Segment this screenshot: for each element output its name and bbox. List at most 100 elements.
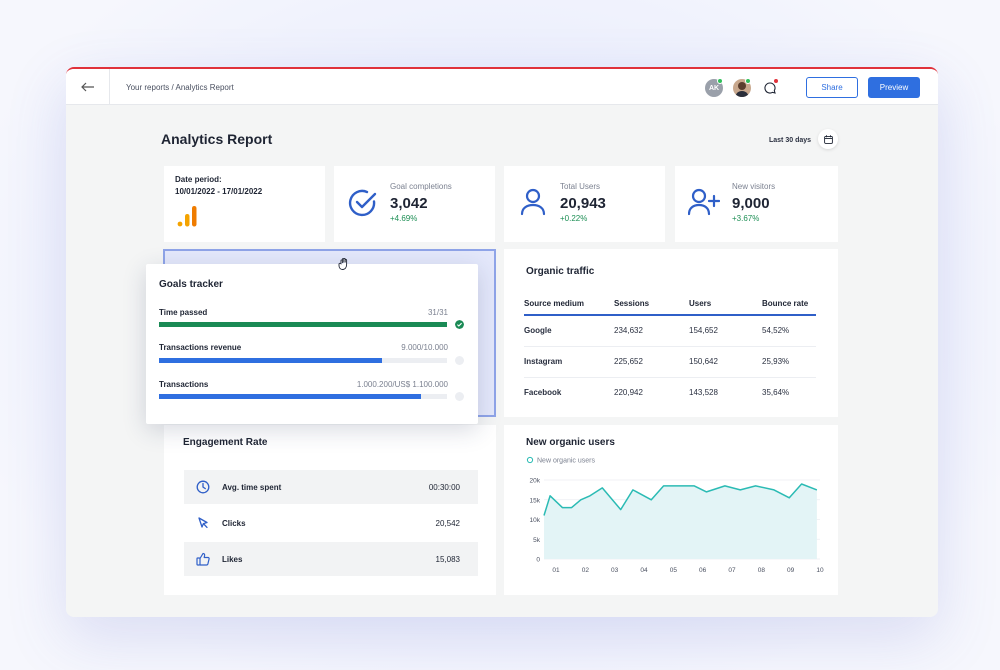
chat-icon[interactable] (763, 81, 777, 95)
x-tick-label: 03 (611, 567, 619, 574)
section-title: Goals tracker (159, 279, 223, 290)
app-window: Your reports / Analytics Report AK Share… (66, 67, 938, 617)
y-tick-label: 15k (530, 497, 541, 504)
check-circle-icon (455, 320, 464, 329)
column-header: Users (689, 293, 762, 316)
table-cell: 35,64% (762, 388, 790, 398)
table-cell: 225,652 (614, 346, 689, 378)
table-cell: 150,642 (689, 346, 762, 378)
x-tick-label: 08 (758, 567, 766, 574)
table-cell: 234,632 (614, 315, 689, 347)
clock-icon (196, 480, 210, 494)
engagement-value: 20,542 (435, 519, 460, 528)
x-tick-label: 01 (552, 567, 560, 574)
goal-value: 31/31 (427, 308, 448, 317)
engagement-value: 00:30:00 (428, 483, 460, 492)
kpi-label: Goal completions (390, 182, 452, 191)
grab-cursor-icon (338, 257, 348, 270)
kpi-card-goal-completions: Goal completions 3,042 +4.69% (334, 166, 495, 242)
column-header: Sessions (614, 293, 689, 316)
y-tick-label: 10k (530, 517, 541, 524)
back-button[interactable] (66, 69, 110, 105)
new-organic-users-chart: New organic users 0 5k 10k 15k 20k 01 02 03 04 05 0… (526, 456, 824, 574)
engagement-label: Clicks (222, 519, 246, 528)
calendar-icon (823, 134, 833, 144)
online-indicator (717, 78, 723, 84)
engagement-label: Avg. time spent (222, 483, 282, 492)
x-tick-label: 09 (787, 567, 795, 574)
kpi-value: 9,000 (732, 195, 770, 212)
kpi-label: New visitors (732, 182, 776, 191)
kpi-card-new-visitors: New visitors 9,000 +3.67% (675, 166, 838, 242)
avatar-initials: AK (708, 84, 720, 92)
x-tick-label: 02 (582, 567, 590, 574)
online-indicator (745, 78, 751, 84)
organic-traffic-table: Source medium Sessions Users Bounce rate… (524, 293, 816, 408)
table-cell: 25,93% (762, 346, 816, 378)
user-plus-icon (688, 188, 720, 216)
kpi-value: 20,943 (560, 195, 606, 212)
top-bar: Your reports / Analytics Report AK Share… (66, 69, 938, 105)
check-circle-icon (348, 189, 377, 217)
kpi-delta: +0.22% (560, 214, 588, 223)
goal-progress-bar (159, 394, 447, 399)
goal-value: 9.000/10.000 (401, 343, 448, 352)
date-period-label: Date period: (175, 175, 222, 184)
kpi-card-total-users: Total Users 20,943 +0.22% (504, 166, 665, 242)
notification-dot (773, 78, 779, 84)
engagement-row: Likes 15,083 (184, 542, 478, 576)
table-cell: 220,942 (614, 388, 643, 398)
goal-progress-fill (159, 322, 447, 327)
goal-progress-fill (159, 394, 422, 399)
x-tick-label: 07 (728, 567, 736, 574)
goals-tracker-card[interactable]: Goals tracker Time passed 31/31 Transact… (146, 264, 478, 424)
calendar-button[interactable] (818, 129, 838, 149)
goal-label: Transactions (159, 380, 209, 389)
goal-progress-fill (159, 358, 383, 363)
new-organic-users-card: New organic users New organic users 0 5k 10… (504, 425, 838, 595)
organic-traffic-card: Organic traffic Source medium Sessions U… (504, 249, 838, 417)
table-row: Google 234,632 154,652 54,52% (524, 315, 816, 347)
pending-status-icon (455, 392, 464, 401)
y-tick-label: 0 (536, 557, 540, 564)
section-title: New organic users (526, 437, 615, 448)
y-tick-label: 5k (533, 537, 541, 544)
goal-label: Transactions revenue (159, 343, 242, 352)
preview-button[interactable]: Preview (868, 77, 920, 98)
engagement-value: 15,083 (435, 555, 460, 564)
kpi-delta: +3.67% (732, 214, 760, 223)
share-button[interactable]: Share (806, 77, 858, 98)
kpi-value: 3,042 (390, 195, 428, 212)
section-title: Engagement Rate (183, 437, 268, 448)
date-range-label[interactable]: Last 30 days (769, 137, 812, 144)
x-tick-label: 06 (699, 567, 707, 574)
table-cell: 143,528 (689, 388, 718, 398)
table-cell: 54,52% (762, 315, 816, 347)
arrow-left-icon (80, 82, 94, 92)
goal-value: 1.000.200/US$ 1.100.000 (356, 380, 448, 389)
cursor-icon (198, 517, 208, 529)
bar-chart-icon (177, 206, 197, 227)
kpi-delta: +4.69% (390, 214, 418, 223)
page-title: Analytics Report (161, 131, 273, 147)
column-header: Source medium (524, 293, 614, 316)
engagement-row: Clicks 20,542 (184, 506, 478, 540)
table-cell: Instagram (524, 346, 614, 378)
breadcrumb[interactable]: Your reports / Analytics Report (126, 83, 234, 92)
table-cell: Google (524, 315, 614, 347)
goal-progress-bar (159, 358, 447, 363)
section-title: Organic traffic (526, 266, 595, 277)
engagement-label: Likes (222, 555, 243, 564)
goal-progress-bar (159, 322, 447, 327)
x-tick-label: 10 (816, 567, 824, 574)
table-cell: Facebook (524, 388, 562, 398)
table-cell: 154,652 (689, 315, 762, 347)
x-tick-label: 04 (640, 567, 648, 574)
legend-label: New organic users (537, 458, 595, 465)
series-area (544, 484, 817, 559)
series-line (543, 483, 818, 516)
legend-marker (526, 456, 534, 464)
x-tick-label: 05 (670, 567, 678, 574)
engagement-card: Engagement Rate Avg. time spent 00:30:00… (164, 425, 496, 595)
engagement-row: Avg. time spent 00:30:00 (184, 470, 478, 504)
